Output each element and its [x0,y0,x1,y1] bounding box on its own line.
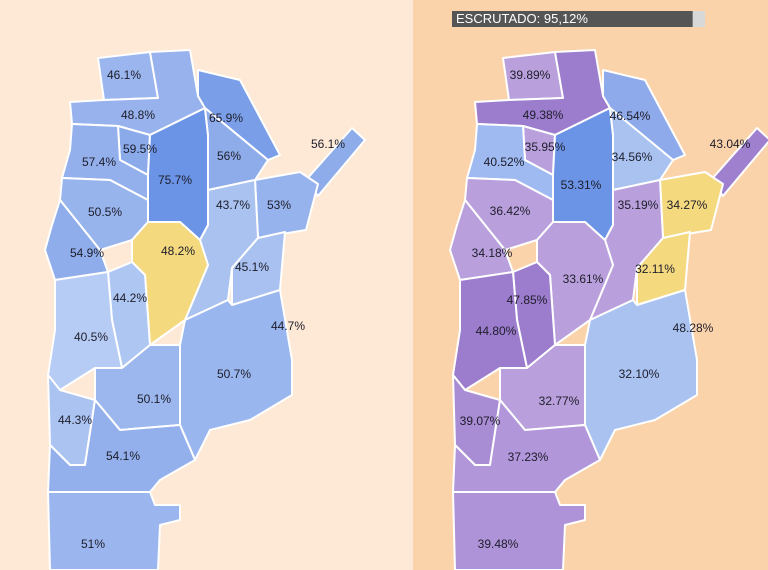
province-label: 48.2% [161,244,195,258]
province-label: 43.04% [710,137,751,151]
province-label: 44.7% [271,319,305,333]
left-map: 46.1% 48.8% 65.9% 56.1% 59.5% 57.4% 75.7% 56% 53… [44,49,366,570]
province-label: 32.77% [539,394,580,408]
province-label: 34.27% [667,198,708,212]
province-label: 48.8% [121,108,155,122]
province [452,399,601,493]
province-label: 46.54% [610,109,651,123]
province-label: 45.1% [235,260,269,274]
province [47,491,181,570]
province-label: 59.5% [123,142,157,156]
province-label: 50.1% [137,392,171,406]
province-label: 39.48% [478,537,519,551]
province [47,399,196,493]
progress-label: ESCRUTADO: 95,12% [456,11,588,26]
province-label: 35.19% [618,198,659,212]
province-label: 40.5% [74,330,108,344]
province-label: 53% [267,198,291,212]
province-label: 51% [81,537,105,551]
province-label: 33.61% [563,272,604,286]
progress-fill [452,11,693,27]
province [584,289,698,461]
province-label: 37.23% [508,450,549,464]
province-label: 46.1% [107,68,141,82]
province-label: 48.28% [673,321,714,335]
province-label: 44.80% [476,324,517,338]
right-map: 39.89% 49.38% 46.54% 43.04% 35.95%40.52% 53.3… [449,49,768,570]
province [452,491,586,570]
province-label: 56% [217,149,241,163]
province [179,289,293,461]
province-label: 35.95% [525,140,566,154]
province-label: 36.42% [490,204,531,218]
province-label: 40.52% [484,155,525,169]
province-label: 65.9% [209,111,243,125]
province-label: 50.5% [88,205,122,219]
province-label: 54.9% [70,246,104,260]
province-label: 39.07% [460,414,501,428]
province-label: 44.2% [113,291,147,305]
province-label: 54.1% [106,449,140,463]
province-label: 39.89% [510,68,551,82]
province-label: 53.31% [561,178,602,192]
province-label: 49.38% [523,108,564,122]
province-label: 34.56% [612,150,653,164]
province-label: 47.85% [507,293,548,307]
province-label: 44.3% [58,413,92,427]
progress-bar: ESCRUTADO: 95,12% [452,11,705,27]
province-label: 75.7% [158,173,192,187]
province-label: 32.10% [619,367,660,381]
province-label: 50.7% [217,367,251,381]
province-label: 57.4% [82,155,116,169]
province-label: 43.7% [216,198,250,212]
province-label: 56.1% [311,137,345,151]
province-label: 32.11% [635,262,675,276]
province-label: 34.18% [472,246,513,260]
